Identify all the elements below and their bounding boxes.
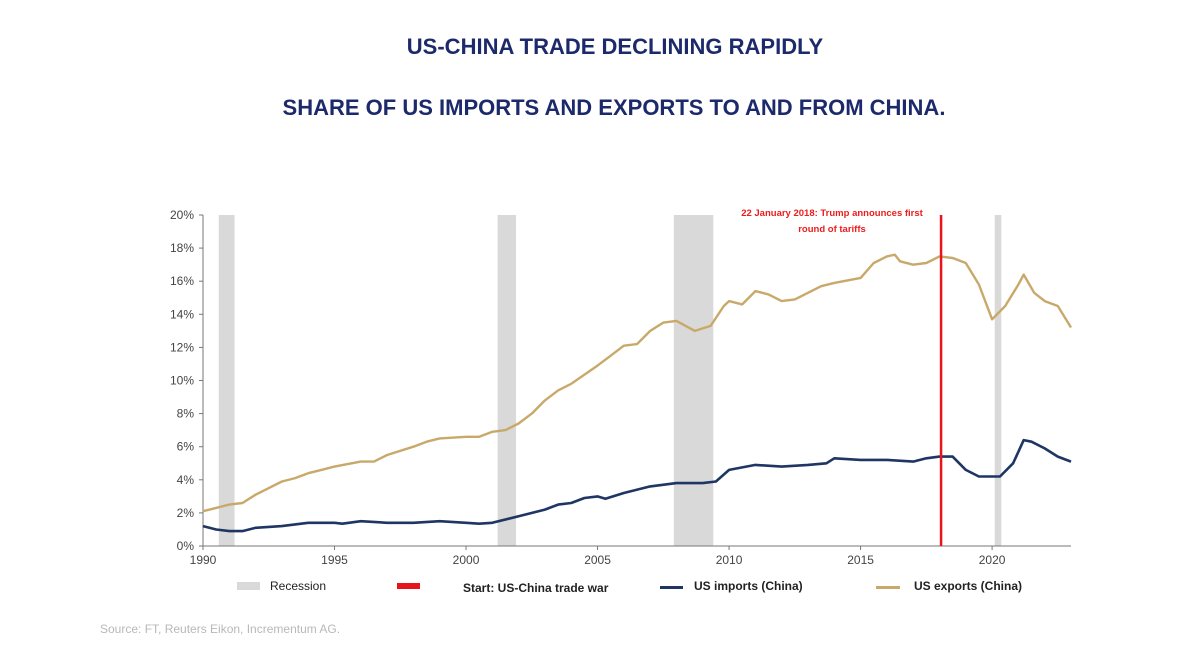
x-tick-label: 1995 [321, 553, 348, 567]
x-tick-label: 2000 [453, 553, 480, 567]
x-tick-label: 1990 [190, 553, 217, 567]
legend-trade-war-swatch [397, 583, 420, 589]
legend-imports-swatch [660, 586, 683, 589]
exports-line [202, 253, 1073, 513]
legend-recession-label: Recession [270, 579, 326, 593]
y-tick-label: 0% [177, 539, 195, 553]
chart-subtitle: SHARE OF US IMPORTS AND EXPORTS TO AND F… [282, 95, 946, 120]
x-tick-label: 2010 [716, 553, 743, 567]
y-tick-label: 10% [170, 374, 194, 388]
legend-trade-war-label: Start: US-China trade war [463, 581, 609, 595]
event-annotation: round of tariffs [798, 224, 866, 235]
x-tick-label: 2020 [979, 553, 1006, 567]
x-tick-label: 2005 [584, 553, 611, 567]
chart-title: US-CHINA TRADE DECLINING RAPIDLY [406, 34, 824, 59]
legend-exports-swatch [876, 586, 900, 589]
legend-recession-swatch [237, 582, 260, 590]
y-tick-label: 6% [177, 440, 195, 454]
event-annotation: 22 January 2018: Trump announces first [741, 208, 923, 219]
y-tick-label: 18% [170, 241, 194, 255]
imports-line [202, 438, 1072, 533]
y-tick-label: 12% [170, 340, 194, 354]
y-tick-label: 16% [170, 274, 194, 288]
source-note: Source: FT, Reuters Eikon, Incrementum A… [100, 622, 341, 636]
y-tick-label: 20% [170, 208, 194, 222]
y-tick-label: 4% [177, 473, 195, 487]
y-tick-label: 8% [177, 407, 195, 421]
legend-imports-label: US imports (China) [694, 579, 803, 593]
x-tick-label: 2015 [847, 553, 874, 567]
recession-band [994, 215, 1002, 546]
recession-band [218, 215, 235, 546]
recession-band [497, 215, 517, 546]
recession-band [673, 215, 714, 546]
y-tick-label: 14% [170, 307, 194, 321]
y-tick-label: 2% [177, 506, 195, 520]
legend-exports-label: US exports (China) [914, 579, 1022, 593]
